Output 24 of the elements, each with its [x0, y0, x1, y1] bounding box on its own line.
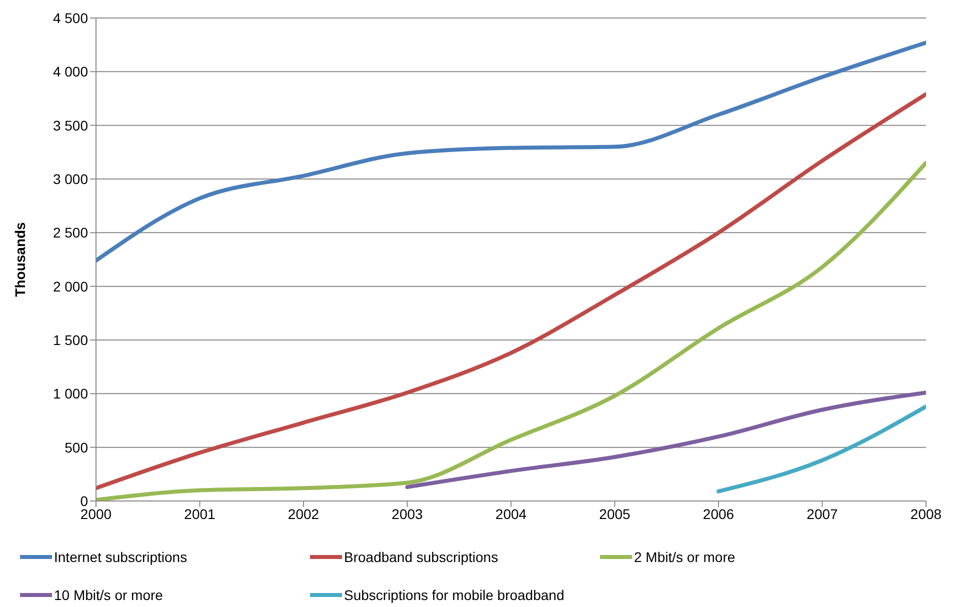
y-tick-label: 3 500 [52, 117, 88, 134]
x-tick-label: 2008 [910, 506, 942, 522]
y-tick-label: 1 000 [52, 386, 88, 402]
legend-label: 2 Mbit/s or more [634, 549, 736, 565]
legend-label: Internet subscriptions [54, 549, 188, 565]
x-tick-label: 2002 [288, 506, 320, 522]
y-tick-label: 500 [64, 439, 88, 456]
y-tick-label: 3 000 [52, 170, 88, 187]
x-tick-label: 2004 [495, 506, 527, 522]
y-tick-label: 4 000 [52, 64, 88, 80]
y-tick-label: 1 500 [52, 332, 88, 348]
y-tick-label: 4 500 [52, 10, 88, 26]
y-tick-label: 2 500 [52, 224, 88, 241]
line-series [405, 390, 926, 490]
x-tick-label: 2007 [806, 506, 838, 522]
x-tick-label: 2001 [184, 506, 216, 522]
x-tick-label: 2003 [392, 506, 424, 522]
x-tick-label: 2006 [702, 506, 734, 522]
x-tick-label: 2005 [599, 506, 631, 522]
y-tick-label: 2 000 [52, 278, 88, 294]
legend-label: Subscriptions for mobile broadband [344, 587, 564, 603]
y-axis-title: Thousands [12, 222, 28, 297]
legend-label: 10 Mbit/s or more [54, 587, 163, 603]
legend-label: Broadband subscriptions [344, 549, 498, 565]
